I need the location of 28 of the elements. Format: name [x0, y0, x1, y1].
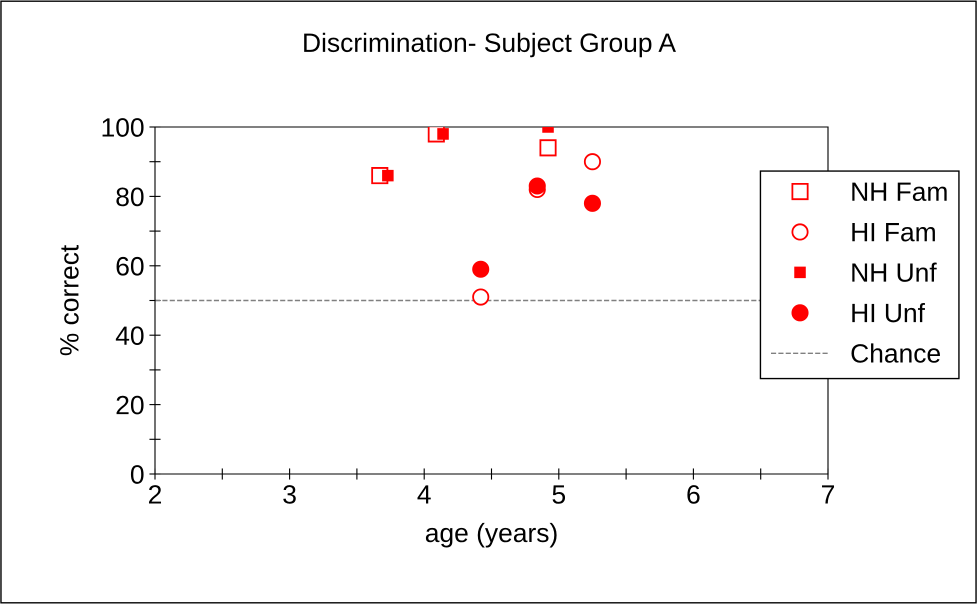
point	[539, 139, 557, 156]
point	[437, 128, 449, 140]
x-tick-label: 2	[148, 485, 162, 504]
legend-label: Chance	[852, 343, 940, 363]
y-tick-label: 60	[116, 256, 144, 276]
legend-label: NH Unf	[852, 262, 937, 282]
x-axis-title: age (years)	[426, 522, 557, 548]
x-tick-label: 4	[417, 485, 431, 504]
x-tick-label: 5	[552, 485, 566, 504]
y-tick-label: 100	[102, 118, 144, 137]
y-tick-label: 20	[116, 396, 144, 414]
legend-label: HI Fam	[852, 223, 935, 242]
point	[584, 153, 601, 170]
point	[472, 260, 490, 278]
chart-title: Discrimination- Subject Group A	[304, 32, 676, 58]
x-tick-label: 7	[822, 485, 834, 504]
y-axis-title: % correct	[60, 244, 79, 356]
legend-label: NH Fam	[852, 182, 947, 202]
legend-label: HI Unf	[852, 302, 925, 322]
x-tick-label: 3	[283, 485, 296, 504]
point	[382, 170, 394, 182]
y-tick-label: 0	[130, 465, 144, 484]
x-tick-label: 6	[687, 485, 700, 504]
point	[528, 177, 546, 195]
point	[472, 288, 490, 306]
y-tick-label: 40	[116, 326, 144, 346]
y-tick-label: 80	[116, 188, 144, 206]
point	[584, 194, 601, 212]
